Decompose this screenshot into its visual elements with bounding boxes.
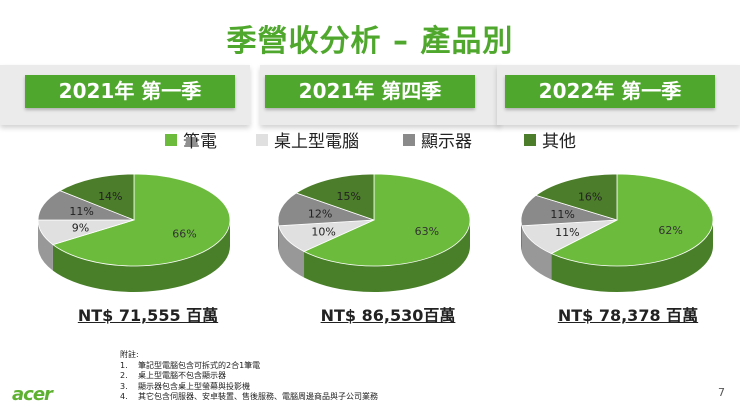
footnote-item: 1. 筆記型電腦包含可拆式的2合1筆電 bbox=[120, 361, 378, 372]
pie-slice-其他 bbox=[535, 173, 618, 221]
revenue-total-2021-q1: NT$ 71,555 百萬 bbox=[77, 306, 219, 325]
pie-label-顯示器: 12% bbox=[308, 207, 332, 220]
pie-slice-筆電 bbox=[550, 173, 714, 267]
pie-slice-桌上型電腦 bbox=[521, 219, 618, 254]
footnote-item: 4. 其它包含伺服器、安卓裝置、售後服務、電腦周邊商品與子公司業務 bbox=[120, 392, 378, 403]
pie-label-其他: 15% bbox=[336, 190, 360, 203]
quarter-label-2021-q4: 2021年 第四季 bbox=[265, 75, 475, 108]
acer-logo: acer bbox=[12, 384, 53, 405]
revenue-total-2021-q4: NT$ 86,530百萬 bbox=[320, 306, 456, 325]
footnote-text: 顯示器包含桌上型螢幕與投影機 bbox=[138, 381, 250, 391]
footnote-item: 3. 顯示器包含桌上型螢幕與投影機 bbox=[120, 382, 378, 393]
pie-slice-筆電 bbox=[52, 173, 231, 267]
footnote-text: 桌上型電腦不包含顯示器 bbox=[138, 371, 226, 380]
pie-label-筆電: 66% bbox=[172, 227, 196, 240]
footnote-item: 2. 桌上型電腦不包含顯示器 bbox=[120, 371, 378, 382]
pie-side-顯示器 bbox=[521, 220, 522, 252]
legend-item-notebook: 筆電 bbox=[165, 130, 217, 154]
footnote-number: 2. bbox=[120, 371, 128, 380]
pie-slice-其他 bbox=[59, 173, 135, 221]
footnote-number: 1. bbox=[120, 360, 128, 370]
footnote-number: 3. bbox=[120, 381, 128, 391]
pie-label-桌上型電腦: 10% bbox=[311, 225, 335, 238]
pie-side-筆電 bbox=[304, 220, 470, 293]
pie-label-顯示器: 11% bbox=[550, 208, 574, 221]
pie-side-筆電 bbox=[551, 220, 713, 293]
legend-label: 桌上型電腦 bbox=[274, 132, 359, 152]
pie-side-顯示器 bbox=[278, 220, 279, 252]
footnote-text: 其它包含伺服器、安卓裝置、售後服務、電腦周邊商品與子公司業務 bbox=[138, 392, 378, 401]
legend-label: 顯示器 bbox=[421, 132, 472, 152]
legend-label: 筆電 bbox=[183, 132, 217, 152]
pie-slice-顯示器 bbox=[277, 192, 375, 227]
legend-swatch bbox=[524, 134, 536, 146]
pie-side-筆電 bbox=[52, 220, 231, 293]
legend-swatch bbox=[403, 134, 415, 146]
footnote-number: 4. bbox=[120, 392, 128, 401]
legend-swatch bbox=[165, 134, 177, 146]
pie-label-桌上型電腦: 11% bbox=[555, 226, 579, 239]
footnotes: 附註: 1. 筆記型電腦包含可拆式的2合1筆電 2. 桌上型電腦不包含顯示器 3. 顯… bbox=[120, 350, 378, 403]
legend-item-desktop: 桌上型電腦 bbox=[256, 130, 359, 154]
pie-slice-顯示器 bbox=[37, 190, 135, 221]
pie-label-筆電: 63% bbox=[415, 225, 439, 238]
pie-side-桌上型電腦 bbox=[278, 225, 305, 278]
footnote-text: 筆記型電腦包含可拆式的2合1筆電 bbox=[138, 360, 261, 370]
footnotes-heading: 附註: bbox=[120, 350, 139, 359]
pie-slice-顯示器 bbox=[520, 194, 618, 227]
legend-item-other: 其他 bbox=[524, 130, 576, 154]
pie-label-桌上型電腦: 9% bbox=[72, 221, 89, 234]
legend-label: 其他 bbox=[542, 132, 576, 152]
pie-slice-其他 bbox=[295, 173, 375, 221]
quarter-label-2021-q1: 2021年 第一季 bbox=[25, 75, 235, 108]
pie-label-其他: 16% bbox=[578, 191, 602, 204]
page-number: 7 bbox=[718, 386, 725, 399]
pie-slice-筆電 bbox=[303, 173, 471, 267]
legend-item-display: 顯示器 bbox=[403, 130, 472, 154]
pie-label-筆電: 62% bbox=[658, 224, 682, 237]
page-title: 季營收分析 – 產品別 bbox=[226, 24, 514, 59]
pie-label-顯示器: 11% bbox=[69, 205, 93, 218]
pie-label-其他: 14% bbox=[98, 190, 122, 203]
legend-swatch bbox=[256, 134, 268, 146]
pie-side-桌上型電腦 bbox=[38, 220, 53, 271]
quarter-label-2022-q1: 2022年 第一季 bbox=[505, 75, 715, 108]
revenue-total-2022-q1: NT$ 78,378 百萬 bbox=[557, 306, 699, 325]
